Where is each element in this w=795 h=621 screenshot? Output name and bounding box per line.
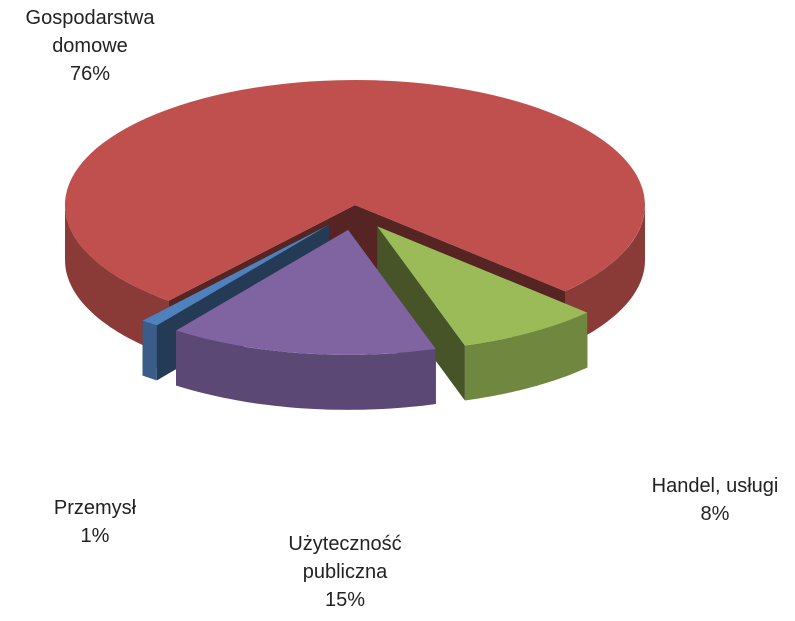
label-name: Handel, usługi	[651, 475, 779, 497]
slice	[377, 226, 588, 346]
label-name: Gospodarstwa domowe	[25, 7, 155, 57]
slice	[142, 224, 329, 326]
label-value: 15%	[324, 589, 366, 611]
slice-label: Przemysł 1%	[35, 494, 155, 550]
slice	[176, 229, 436, 355]
label-value: 76%	[69, 63, 111, 85]
slice-side	[377, 226, 465, 401]
slice-wall	[65, 205, 169, 356]
label-name: Użyteczność publiczna	[288, 533, 402, 583]
slice-label: Gospodarstwa domowe 76%	[20, 4, 160, 88]
slice-label: Użyteczność publiczna 15%	[270, 530, 420, 614]
label-value: 1%	[80, 525, 110, 547]
slice-wall	[142, 320, 157, 381]
slice-wall	[464, 312, 588, 401]
slice	[64, 80, 645, 301]
label-value: 8%	[700, 503, 730, 525]
slice-label: Handel, usługi 8%	[630, 472, 795, 528]
label-name: Przemysł	[53, 497, 137, 519]
slice-wall	[176, 330, 436, 410]
slice-wall	[565, 205, 645, 347]
